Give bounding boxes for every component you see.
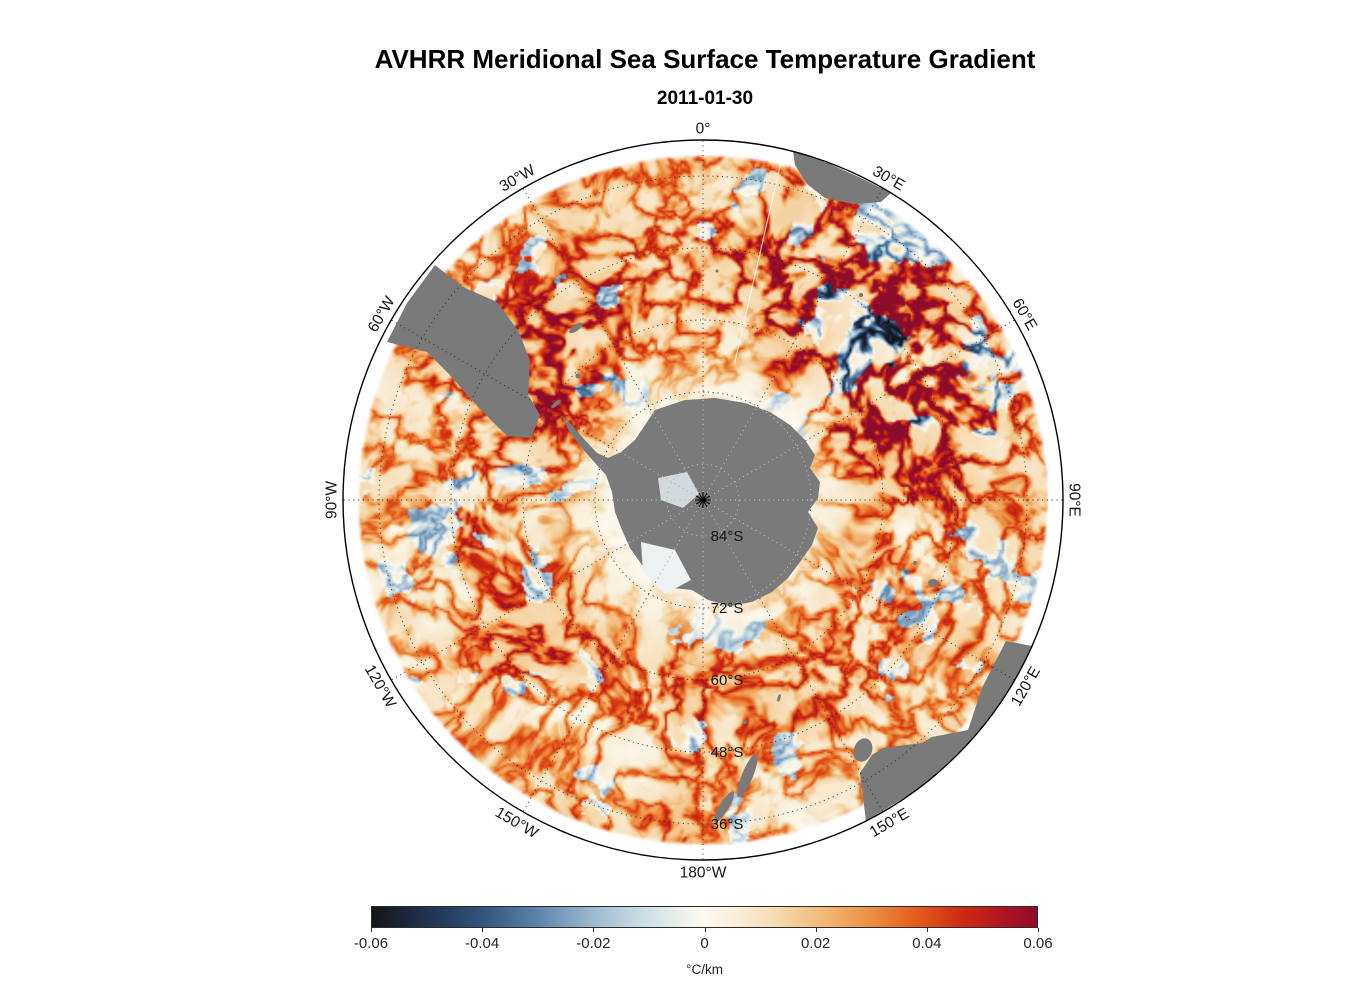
colorbar-tick-mark — [482, 928, 484, 932]
parallel-label: 72°S — [711, 600, 744, 617]
pole-marker — [695, 492, 711, 508]
land-south-america — [387, 265, 540, 438]
colorbar-tick-label: -0.04 — [465, 935, 500, 952]
meridian-label: 90°E — [1066, 483, 1083, 517]
island-falkland-islands — [499, 381, 513, 391]
island-kerguelen — [928, 579, 938, 587]
meridian-label: 30°W — [497, 162, 539, 196]
colorbar-tick-mark — [926, 928, 928, 932]
polar-map-overlay: 0°30°E60°E90°E120°E150°E180°W150°W120°W9… — [323, 120, 1083, 881]
island-heard-island — [913, 561, 917, 565]
colorbar-tick-label: 0.06 — [1023, 935, 1053, 952]
figure-title: AVHRR Meridional Sea Surface Temperature… — [374, 44, 1036, 74]
map-boundary-circle — [342, 139, 1064, 861]
meridian-label: 60°W — [365, 293, 399, 335]
colorbar-tick-mark — [371, 928, 372, 932]
polar-ice-patch — [658, 472, 699, 508]
island-south-georgia — [569, 322, 583, 334]
data-seam-line — [733, 151, 785, 364]
island-prince-edward — [859, 293, 863, 297]
island-campbell-island — [743, 720, 747, 724]
colorbar: -0.06 -0.04 -0.02 0 0.02 0.04 0.06 °C/km — [354, 906, 1053, 990]
island-tasmania — [853, 738, 873, 762]
colorbar-tick-mark — [704, 928, 706, 932]
figure-date-subtitle: 2011-01-30 — [656, 88, 754, 109]
island-south-orkney — [575, 373, 581, 379]
meridian-label: 180°W — [680, 864, 727, 881]
colorbar-tick-label: 0.04 — [912, 935, 942, 952]
meridian-label: 0° — [696, 120, 711, 137]
ross-ice-shelf — [641, 542, 691, 594]
island-bouvet — [715, 269, 719, 273]
colorbar-tick-label: 0.02 — [801, 935, 831, 952]
colorbar-tick-label: -0.06 — [353, 935, 389, 952]
parallel-label: 60°S — [711, 672, 744, 689]
colorbar-gradient — [371, 906, 1038, 928]
land-antarctica — [562, 398, 820, 606]
meridian-label: 150°W — [492, 804, 541, 842]
parallel-label: 36°S — [711, 816, 744, 833]
colorbar-tick-mark — [593, 928, 595, 932]
island-macquarie — [777, 694, 781, 702]
island-antipodes — [697, 748, 701, 752]
land-masses — [387, 151, 1032, 823]
island-crozet — [907, 336, 911, 340]
meridian-label: 90°W — [323, 481, 340, 519]
colorbar-tick-label: -0.02 — [576, 935, 611, 952]
colorbar-unit-label: °C/km — [686, 962, 723, 977]
colorbar-tick-label: 0 — [700, 935, 709, 952]
colorbar-tick-mark — [815, 928, 817, 932]
land-australia — [860, 641, 1032, 821]
graticule-on-land — [562, 398, 820, 606]
parallel-label: 48°S — [711, 744, 744, 761]
island-nz-south-island — [737, 754, 758, 797]
parallel-label: 84°S — [711, 528, 744, 545]
island-nz-north-island — [713, 791, 735, 823]
parallel-labels: 84°S 72°S 60°S 48°S 36°S — [711, 528, 744, 833]
meridian-label: 60°E — [1009, 296, 1041, 334]
land-africa — [793, 151, 891, 204]
meridian-label: 120°W — [361, 662, 399, 711]
island-south-shetland — [551, 399, 561, 409]
colorbar-tick-mark — [1038, 928, 1039, 932]
